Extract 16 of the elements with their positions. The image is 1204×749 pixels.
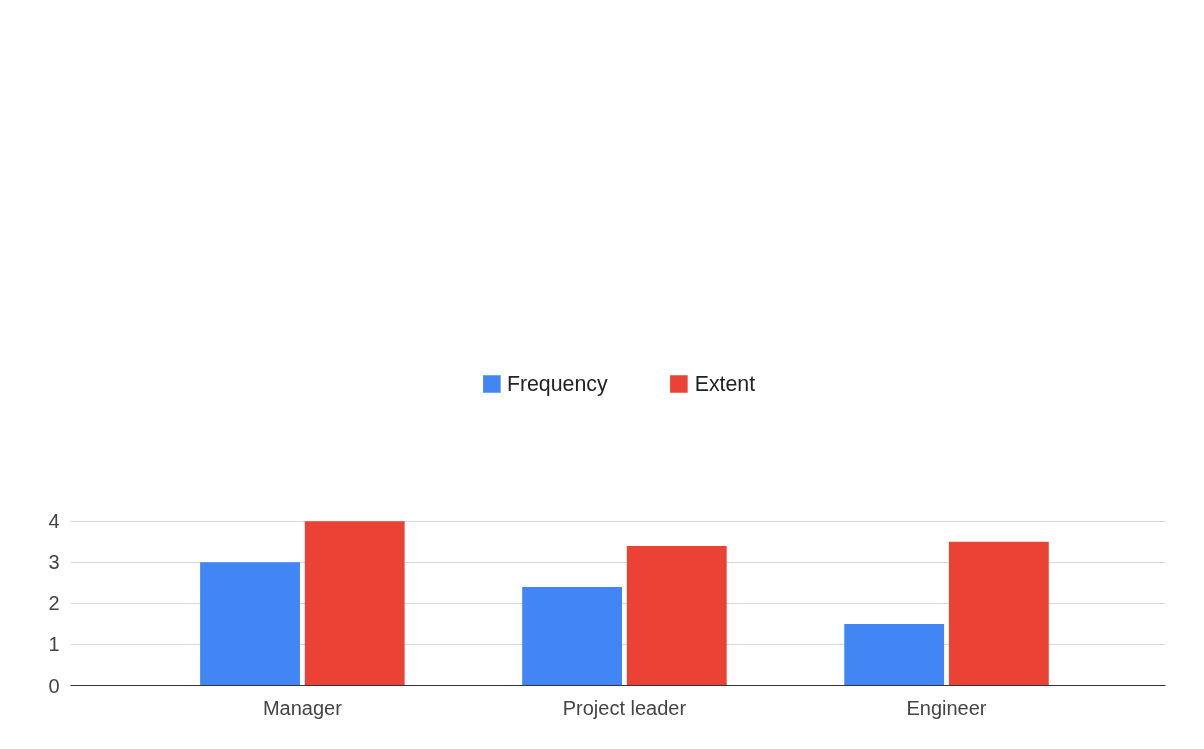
x-tick-label: Manager [262, 696, 343, 719]
bar [844, 623, 945, 686]
bar [522, 586, 623, 686]
legend-label: Frequency [506, 371, 608, 397]
y-tick-label: 4 [48, 510, 60, 533]
y-tick-label: 3 [48, 551, 60, 574]
bar [200, 562, 300, 686]
x-tick-label: Project leader [562, 696, 687, 719]
legend-label: Extent [694, 371, 756, 397]
y-tick-label: 0 [48, 674, 60, 697]
bar [626, 545, 727, 686]
x-tick-label: Engineer [906, 696, 987, 719]
bar [948, 541, 1049, 686]
y-tick-label: 1 [48, 633, 60, 656]
y-tick-label: 2 [48, 592, 60, 615]
bar [304, 521, 405, 686]
